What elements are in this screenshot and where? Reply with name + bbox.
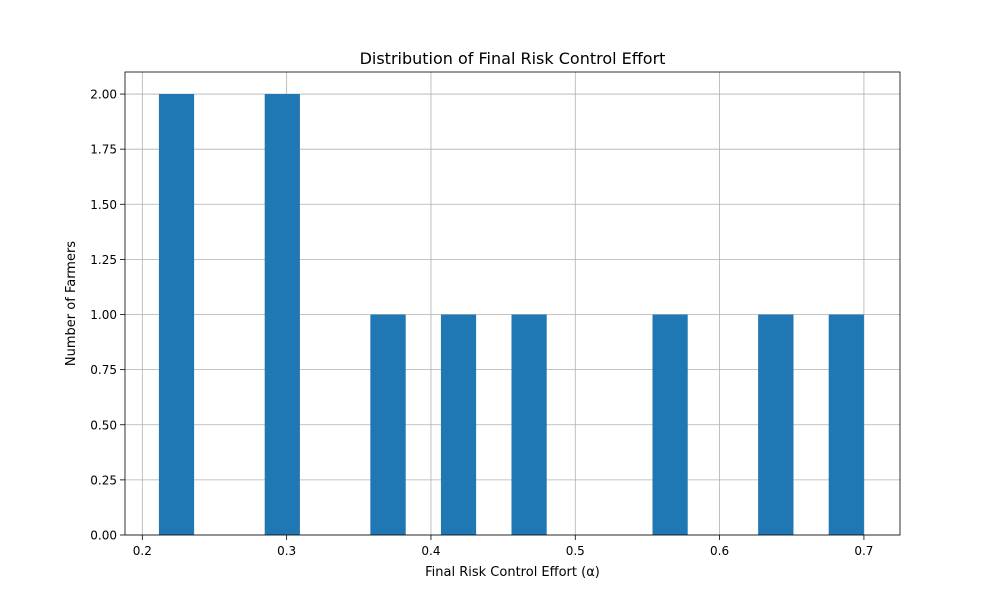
chart-title: Distribution of Final Risk Control Effor… <box>360 49 666 68</box>
y-tick-label: 1.75 <box>90 143 117 157</box>
histogram-bar <box>758 314 794 535</box>
x-axis-label: Final Risk Control Effort (α) <box>425 565 600 580</box>
y-tick-label: 1.00 <box>90 308 117 322</box>
y-tick-label: 1.50 <box>90 198 117 212</box>
histogram-bar <box>652 314 688 535</box>
x-axis-ticks: 0.2 0.3 0.4 0.5 0.6 0.7 <box>133 535 873 558</box>
y-tick-label: 0.25 <box>90 473 117 487</box>
x-tick-label: 0.4 <box>421 544 440 558</box>
y-tick-label: 0.50 <box>90 418 117 432</box>
histogram-bar <box>828 314 864 535</box>
y-axis-ticks: 0.00 0.25 0.50 0.75 1.00 1.25 1.50 1.75 2.00 <box>90 88 125 543</box>
histogram-bar <box>158 94 195 536</box>
histogram-bar <box>511 314 547 535</box>
x-tick-label: 0.3 <box>277 544 296 558</box>
y-axis-label: Number of Farmers <box>64 241 79 366</box>
x-tick-label: 0.6 <box>710 544 729 558</box>
histogram-bar <box>370 314 406 535</box>
y-tick-label: 2.00 <box>90 88 117 102</box>
histogram-bar <box>440 314 477 535</box>
x-tick-label: 0.5 <box>566 544 585 558</box>
y-tick-label: 0.75 <box>90 363 117 377</box>
bars <box>158 94 864 536</box>
y-tick-label: 1.25 <box>90 253 117 267</box>
x-tick-label: 0.2 <box>133 544 152 558</box>
x-tick-label: 0.7 <box>854 544 873 558</box>
y-tick-label: 0.00 <box>90 529 117 543</box>
plot-frame <box>124 71 901 536</box>
histogram-bar <box>264 94 300 536</box>
